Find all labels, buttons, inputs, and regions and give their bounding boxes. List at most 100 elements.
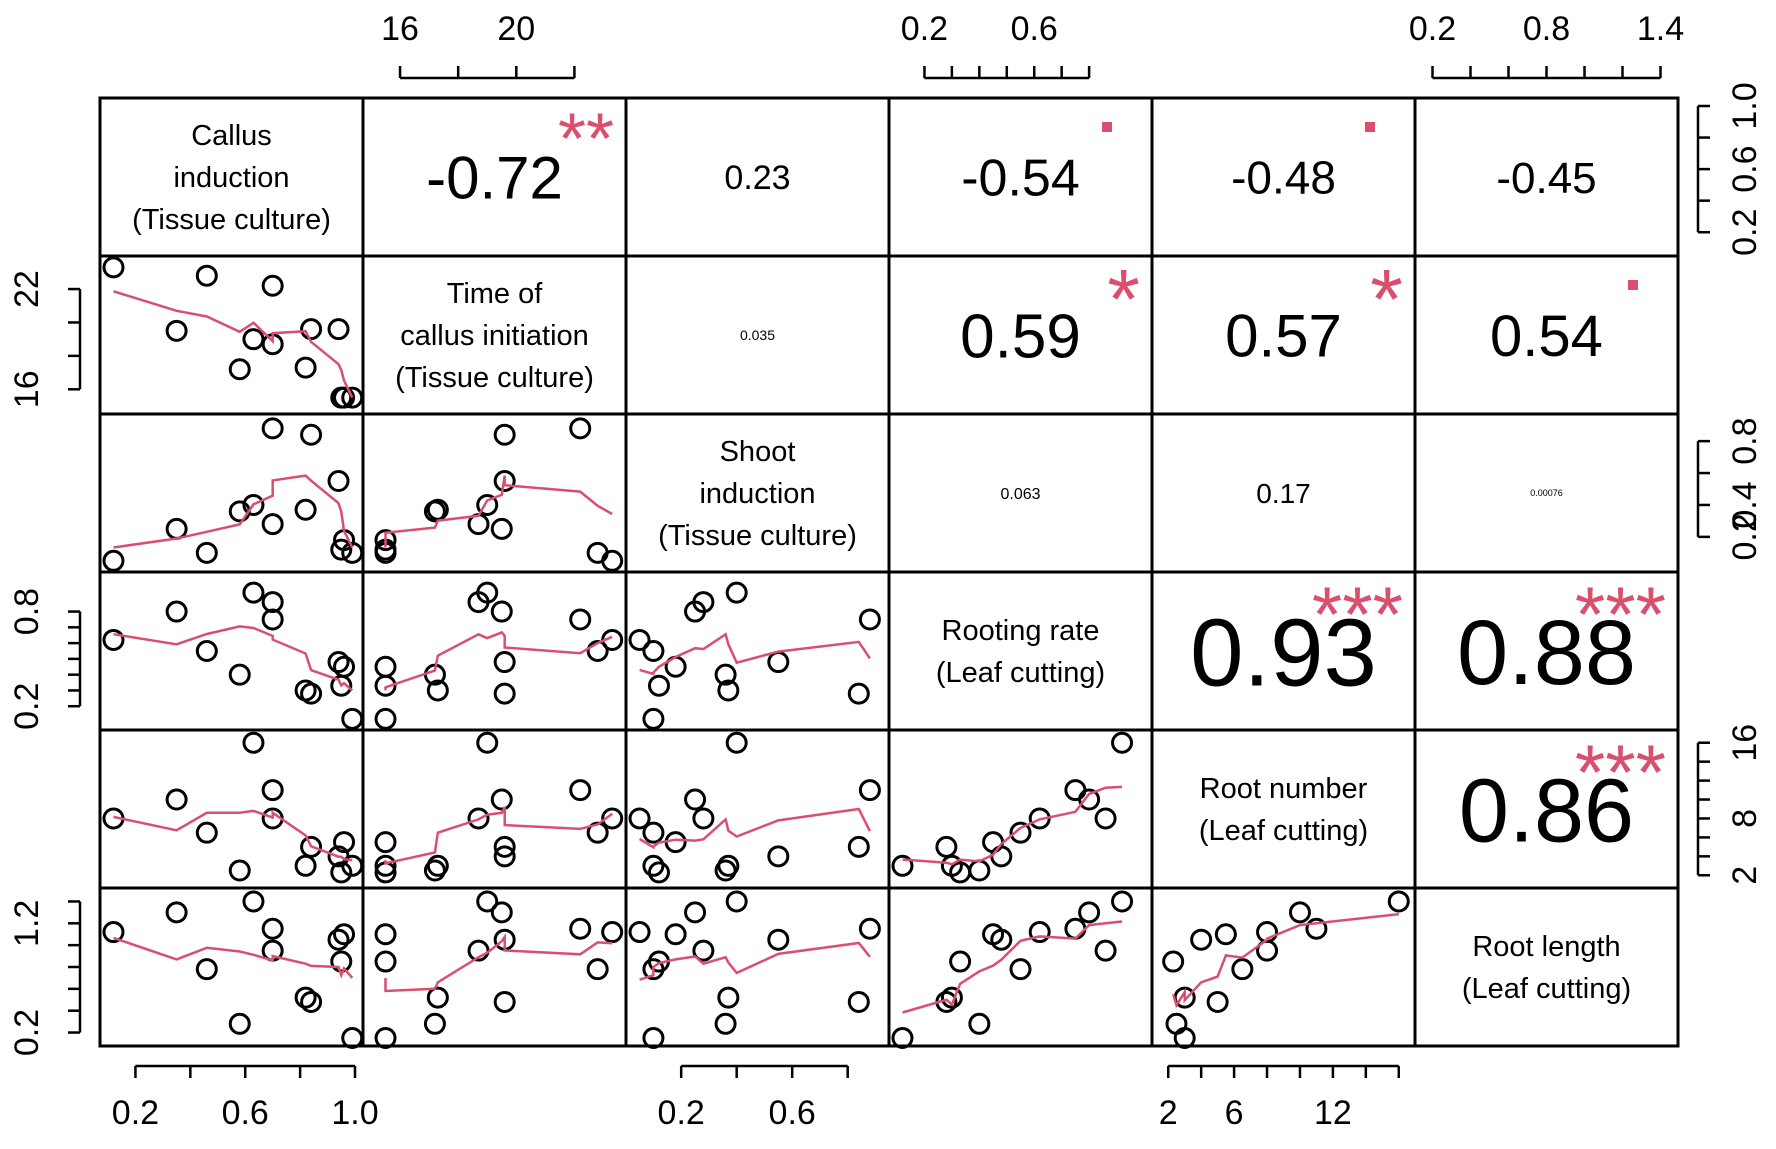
correlation-value: 0.59 (960, 302, 1081, 371)
scatter-panel-r3c0 (102, 581, 364, 730)
data-point (490, 600, 513, 623)
data-point (261, 917, 284, 940)
scatter-panel-r3c1 (374, 581, 624, 730)
x-tick-label: 0.2 (112, 1094, 159, 1132)
data-point (341, 1027, 364, 1049)
data-point (195, 541, 218, 564)
variable-label: induction (699, 478, 815, 510)
data-point (493, 682, 516, 705)
data-point (569, 417, 592, 440)
data-point (327, 318, 350, 341)
scatter-panels (102, 256, 1410, 1049)
smooth-line (113, 809, 353, 862)
scatter-panel-r4c2 (628, 731, 881, 884)
x-tick-label: 12 (1314, 1094, 1352, 1132)
data-point (642, 821, 665, 844)
data-point (1028, 921, 1051, 944)
data-point (1165, 1012, 1188, 1035)
data-point (891, 1027, 914, 1049)
variable-label: callus initiation (400, 320, 589, 352)
significance-stars: *** (1575, 570, 1666, 658)
correlation-value: 0.00076 (1530, 488, 1563, 498)
x-tick-label: 1.0 (331, 1094, 378, 1132)
y-tick-label: 0.6 (1726, 145, 1764, 192)
data-point (476, 493, 499, 516)
x-tick-label: 20 (497, 10, 535, 48)
smooth-line (639, 632, 871, 676)
data-point (228, 663, 251, 686)
data-point (1009, 958, 1032, 981)
data-point (242, 581, 265, 604)
data-point (102, 921, 125, 944)
data-point (968, 1012, 991, 1035)
y-tick-label: 22 (8, 270, 46, 308)
correlation-value: 0.063 (1000, 486, 1040, 503)
x-tick-label: 0.6 (222, 1094, 269, 1132)
data-point (1173, 1027, 1196, 1049)
significance-mark (1628, 280, 1638, 290)
correlation-values: -0.72** 0.23 -0.54 -0.48 -0.45 0.035 0.59 * 0.57… (426, 100, 1666, 862)
panel-frame-r4c1 (361, 728, 628, 890)
correlation-value: 0.23 (724, 159, 790, 197)
data-point (102, 256, 125, 279)
x-tick-label: 0.2 (901, 10, 948, 48)
correlation-value: 0.035 (740, 327, 775, 343)
variable-label: Time of (447, 278, 544, 310)
variable-label: Shoot (720, 436, 796, 468)
data-point (569, 779, 592, 802)
data-point (341, 854, 364, 877)
data-point (1009, 821, 1032, 844)
data-point (717, 854, 740, 877)
scatter-panel-r4c0 (102, 731, 364, 884)
data-point (294, 498, 317, 521)
data-point (642, 854, 665, 877)
data-point (467, 591, 490, 614)
smooth-line (384, 806, 613, 865)
data-point (1094, 939, 1117, 962)
y-tick-label: 2 (1726, 866, 1764, 885)
x-tick-label: 16 (381, 10, 419, 48)
x-tick-label: 0.2 (658, 1094, 705, 1132)
data-point (165, 788, 188, 811)
significance-stars: * (1370, 252, 1403, 346)
data-point (717, 986, 740, 1009)
smooth-line (113, 936, 354, 979)
scatter-panel-r3c2 (628, 581, 881, 730)
data-point (467, 807, 490, 830)
y-tick-label: 0.2 (8, 683, 46, 730)
data-point (195, 958, 218, 981)
data-point (374, 1027, 397, 1049)
data-point (493, 470, 516, 493)
data-point (982, 831, 1005, 854)
y-tick-label: 0.8 (8, 588, 46, 635)
data-point (242, 731, 265, 754)
x-tick-label: 2 (1159, 1094, 1178, 1132)
data-point (165, 517, 188, 540)
data-point (569, 608, 592, 631)
data-point (1190, 928, 1213, 951)
data-point (847, 990, 870, 1013)
data-point (642, 1027, 665, 1049)
data-point (294, 356, 317, 379)
scatter-panel-r5c2 (628, 890, 881, 1049)
data-point (968, 859, 991, 882)
data-point (664, 831, 687, 854)
data-point (300, 423, 323, 446)
data-point (330, 861, 353, 884)
data-point (628, 921, 651, 944)
data-point (476, 731, 499, 754)
correlation-value: 0.93 (1190, 600, 1377, 707)
data-point (493, 845, 516, 868)
data-point (300, 835, 323, 858)
data-point (586, 640, 609, 662)
data-point (1305, 917, 1328, 940)
data-point (242, 328, 265, 351)
data-point (767, 845, 790, 868)
data-point (300, 682, 323, 705)
data-point (493, 990, 516, 1013)
panel-frame-r5c1 (361, 886, 628, 1048)
data-point (1078, 901, 1101, 924)
significance-stars: ** (558, 100, 614, 180)
data-point (990, 845, 1013, 868)
